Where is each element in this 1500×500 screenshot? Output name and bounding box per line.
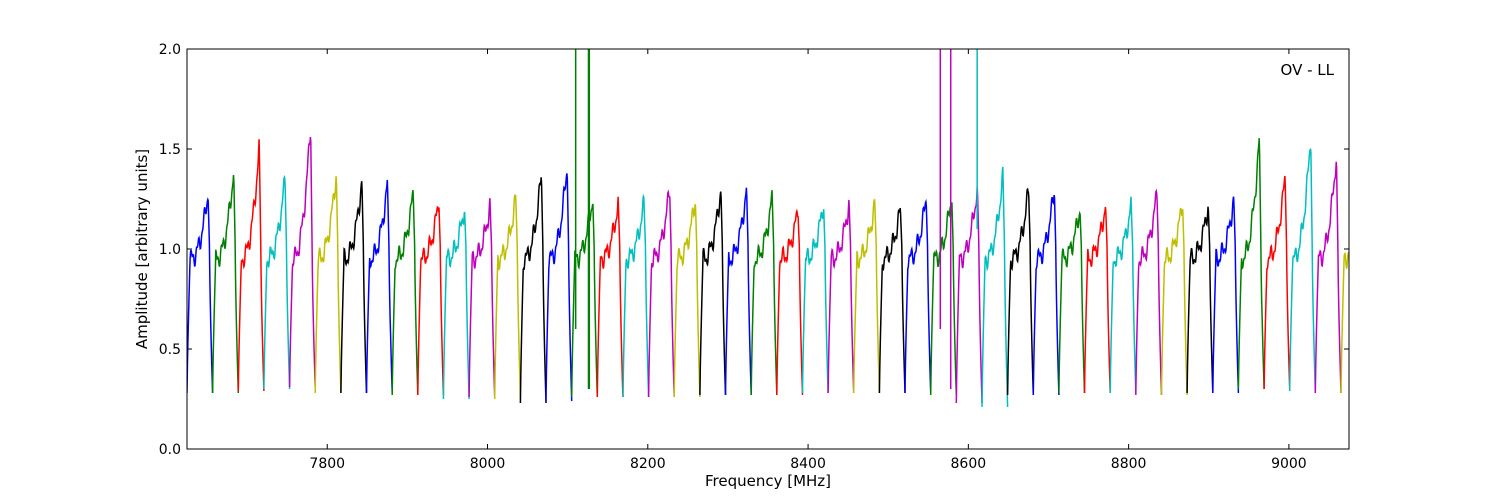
bandpass-series-31 xyxy=(981,166,1009,408)
bandpass-series-44 xyxy=(1314,161,1342,394)
bandpass-series-9 xyxy=(417,205,445,396)
bandpass-series-23 xyxy=(776,208,804,396)
bandpass-series-24 xyxy=(801,209,829,394)
bandpass-series-28 xyxy=(904,198,932,394)
bandpass-series-21 xyxy=(724,187,752,396)
bandpass-series-27 xyxy=(878,207,906,394)
bandpass-series-37 xyxy=(1135,188,1163,396)
bandpass-series-7 xyxy=(365,179,393,394)
bandpass-series-32 xyxy=(1006,187,1035,396)
bandpass-series-29 xyxy=(929,202,958,396)
x-axis-label: Frequency [MHz] xyxy=(705,472,831,490)
bandpass-series-40 xyxy=(1212,196,1240,394)
bandpass-series-16 xyxy=(596,196,624,398)
bandpass-series-19 xyxy=(673,204,701,398)
series-layer xyxy=(187,137,1349,408)
bandpass-series-25 xyxy=(827,199,855,394)
y-tick-label: 1.5 xyxy=(159,142,181,158)
bandpass-series-43 xyxy=(1288,148,1317,392)
x-tick-label: 8600 xyxy=(951,456,987,472)
bandpass-series-4 xyxy=(288,137,316,388)
bandpass-series-33 xyxy=(1032,194,1060,396)
bandpass-series-20 xyxy=(699,191,727,396)
x-axis-ticks: 7800 8000 8200 8400 8600 8800 9000 xyxy=(309,49,1307,472)
bandpass-series-22 xyxy=(750,190,778,396)
bandpass-series-2 xyxy=(237,139,265,392)
bandpass-series-5 xyxy=(314,176,342,394)
bandpass-series-1 xyxy=(211,174,240,394)
x-tick-label: 7800 xyxy=(309,456,345,472)
bandpass-series-3 xyxy=(263,174,291,390)
bandpass-series-42 xyxy=(1263,175,1291,390)
bandpass-series-30 xyxy=(955,186,983,404)
plot-frame xyxy=(186,48,1350,450)
bandpass-series-12 xyxy=(493,194,522,400)
bandpass-series-17 xyxy=(622,193,650,398)
bandpass-series-8 xyxy=(391,189,419,396)
x-tick-label: 9000 xyxy=(1271,456,1307,472)
y-tick-label: 1.0 xyxy=(159,242,181,258)
bandpass-series-26 xyxy=(852,198,881,394)
y-tick-label: 0.5 xyxy=(159,342,181,358)
bandpass-series-13 xyxy=(519,177,547,404)
y-axis-ticks: 0.0 0.5 1.0 1.5 2.0 xyxy=(159,42,1349,458)
x-tick-label: 8000 xyxy=(470,456,506,472)
rfi-spike-layer xyxy=(574,49,978,389)
bandpass-series-41 xyxy=(1237,138,1265,390)
bandpass-series-11 xyxy=(468,198,496,398)
bandpass-series-38 xyxy=(1160,207,1188,396)
x-tick-label: 8200 xyxy=(630,456,666,472)
x-tick-label: 8400 xyxy=(790,456,826,472)
bandpass-series-35 xyxy=(1083,206,1111,394)
bandpass-series-18 xyxy=(647,189,675,398)
bandpass-series-6 xyxy=(340,181,368,394)
bandpass-series-36 xyxy=(1109,196,1137,394)
y-axis-label: Amplitude [arbitrary units] xyxy=(133,149,151,349)
bandpass-series-34 xyxy=(1058,210,1086,394)
series-annotation: OV - LL xyxy=(1281,61,1335,79)
x-tick-label: 8800 xyxy=(1111,456,1147,472)
bandpass-series-45 xyxy=(1340,247,1349,394)
bandpass-series-0 xyxy=(187,197,214,394)
bandpass-series-10 xyxy=(442,211,470,400)
y-tick-label: 2.0 xyxy=(159,42,181,58)
y-tick-label: 0.0 xyxy=(159,442,181,458)
bandpass-series-14 xyxy=(545,173,573,402)
bandpass-series-39 xyxy=(1186,206,1214,394)
